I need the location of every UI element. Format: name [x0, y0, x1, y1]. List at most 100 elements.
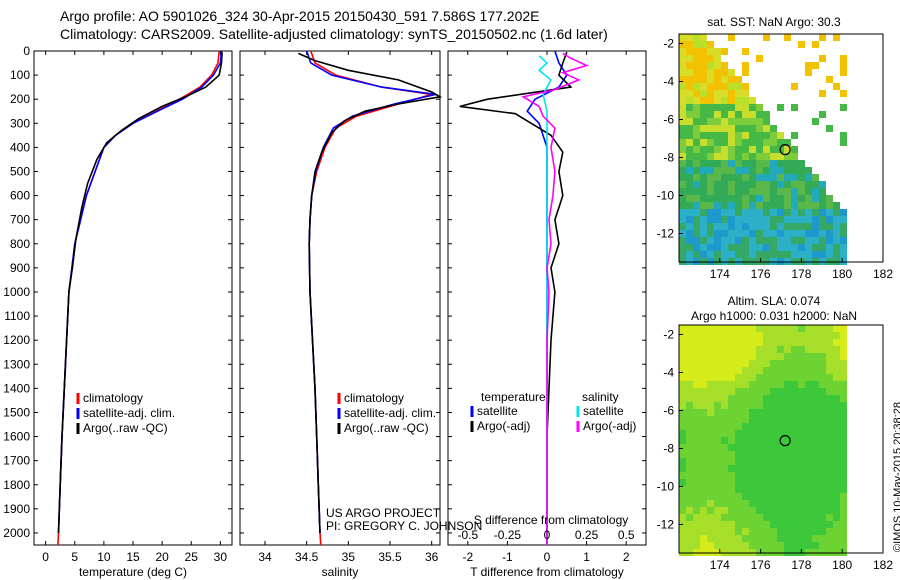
sla_map-cell [770, 535, 777, 542]
sst_map-cell [756, 188, 763, 195]
sla_map-cell [777, 416, 784, 423]
sst_map-cell [791, 160, 798, 167]
sla_map-cell [798, 430, 805, 437]
sla_map-cell [833, 388, 840, 395]
temperature-legend-label: Argo(..raw -QC) [83, 421, 168, 435]
sla_map-cell [693, 430, 700, 437]
depth-tick-label: 200 [10, 92, 30, 106]
sla_map-cell [770, 500, 777, 507]
sla_map-cell [777, 346, 784, 353]
sla_map-cell [728, 325, 735, 332]
sla_map-cell [700, 409, 707, 416]
sla_map-cell [756, 486, 763, 493]
sst_map-cell [700, 174, 707, 181]
sst_map-cell [812, 202, 819, 209]
sst_map-cell [763, 153, 770, 160]
sla_map-cell [742, 409, 749, 416]
sst_map-cell [826, 195, 833, 202]
sla_map-cell [742, 472, 749, 479]
sst_map-cell [721, 69, 728, 76]
sla_map-cell [728, 367, 735, 374]
temperature-xtick-label: 25 [185, 550, 199, 564]
sla_map-cell [791, 437, 798, 444]
sla_map-ytick-label: -4 [663, 366, 674, 380]
sst_map-cell [791, 195, 798, 202]
sla_map-cell [728, 409, 735, 416]
sla_map-cell [812, 493, 819, 500]
sla_map-cell [679, 423, 686, 430]
sst_map-cell [721, 48, 728, 55]
sst_map-cell [742, 223, 749, 230]
depth-tick-label: 800 [10, 237, 30, 251]
sst_map-cell [742, 251, 749, 258]
sla_map-cell [742, 374, 749, 381]
sst_map-cell [721, 76, 728, 83]
sla_map-cell [784, 514, 791, 521]
sla_map-cell [721, 437, 728, 444]
sst_map-cell [728, 237, 735, 244]
sst_map-cell [805, 181, 812, 188]
sst_map-cell [777, 167, 784, 174]
sla_map-cell [812, 507, 819, 514]
sla_map-cell [714, 388, 721, 395]
sla_map-cell [749, 479, 756, 486]
sst_map-cell [798, 160, 805, 167]
sla_map-cell [679, 465, 686, 472]
sla_map-cell [840, 493, 847, 500]
temperature-xtick-label: 30 [214, 550, 228, 564]
sla_map-cell [679, 388, 686, 395]
sst_map-cell [679, 104, 686, 111]
sst_map-cell [840, 62, 847, 69]
depth-tick-label: 1700 [3, 454, 30, 468]
sst_map-cell [686, 83, 693, 90]
sst_map-cell [840, 55, 847, 62]
sst_map-cell [749, 195, 756, 202]
sst_map-cell [700, 251, 707, 258]
sla_map-cell [763, 465, 770, 472]
sla_map-cell [714, 528, 721, 535]
sst_map-cell [749, 244, 756, 251]
sla_map-cell [707, 535, 714, 542]
sst_map-cell [679, 167, 686, 174]
sst_map-cell [840, 139, 847, 146]
sla_map-cell [826, 458, 833, 465]
sla_map-cell [756, 458, 763, 465]
sla_map-cell [798, 360, 805, 367]
sla_map-cell [756, 367, 763, 374]
sst_map-cell [777, 202, 784, 209]
difference-top-tick-label: -0.5 [457, 528, 478, 542]
sla_map-cell [707, 458, 714, 465]
sst_map-cell [728, 97, 735, 104]
sst_map-cell [763, 160, 770, 167]
sla_map-cell [707, 346, 714, 353]
sst_map-cell [749, 160, 756, 167]
sla_map-cell [805, 430, 812, 437]
sst_map-cell [707, 62, 714, 69]
sst_map-cell [714, 202, 721, 209]
sla_map-cell [707, 542, 714, 549]
sla_map-cell [798, 367, 805, 374]
sst_map-cell [777, 188, 784, 195]
depth-tick-label: 900 [10, 261, 30, 275]
difference-legend-label: satellite [583, 404, 624, 418]
sla_map-cell [777, 514, 784, 521]
sla_map-cell [714, 374, 721, 381]
sst_map-cell [756, 195, 763, 202]
sst_map-cell [714, 223, 721, 230]
sla_map-cell [833, 416, 840, 423]
sst_map-cell [707, 223, 714, 230]
sst_map-cell [714, 251, 721, 258]
sla_map-cell [840, 395, 847, 402]
sst_map-cell [700, 118, 707, 125]
sst_map-cell [770, 230, 777, 237]
difference-xtick-label: -1 [502, 550, 513, 564]
sst_map-cell [693, 62, 700, 69]
sst_map-cell [777, 132, 784, 139]
sst_map-cell [742, 132, 749, 139]
depth-tick-label: 1800 [3, 478, 30, 492]
sla_map-cell [756, 465, 763, 472]
sla_map-cell [805, 339, 812, 346]
sla_map-cell [700, 465, 707, 472]
sla_map-cell [777, 465, 784, 472]
title-line-1: Argo profile: AO 5901026_324 30-Apr-2015… [60, 8, 540, 24]
